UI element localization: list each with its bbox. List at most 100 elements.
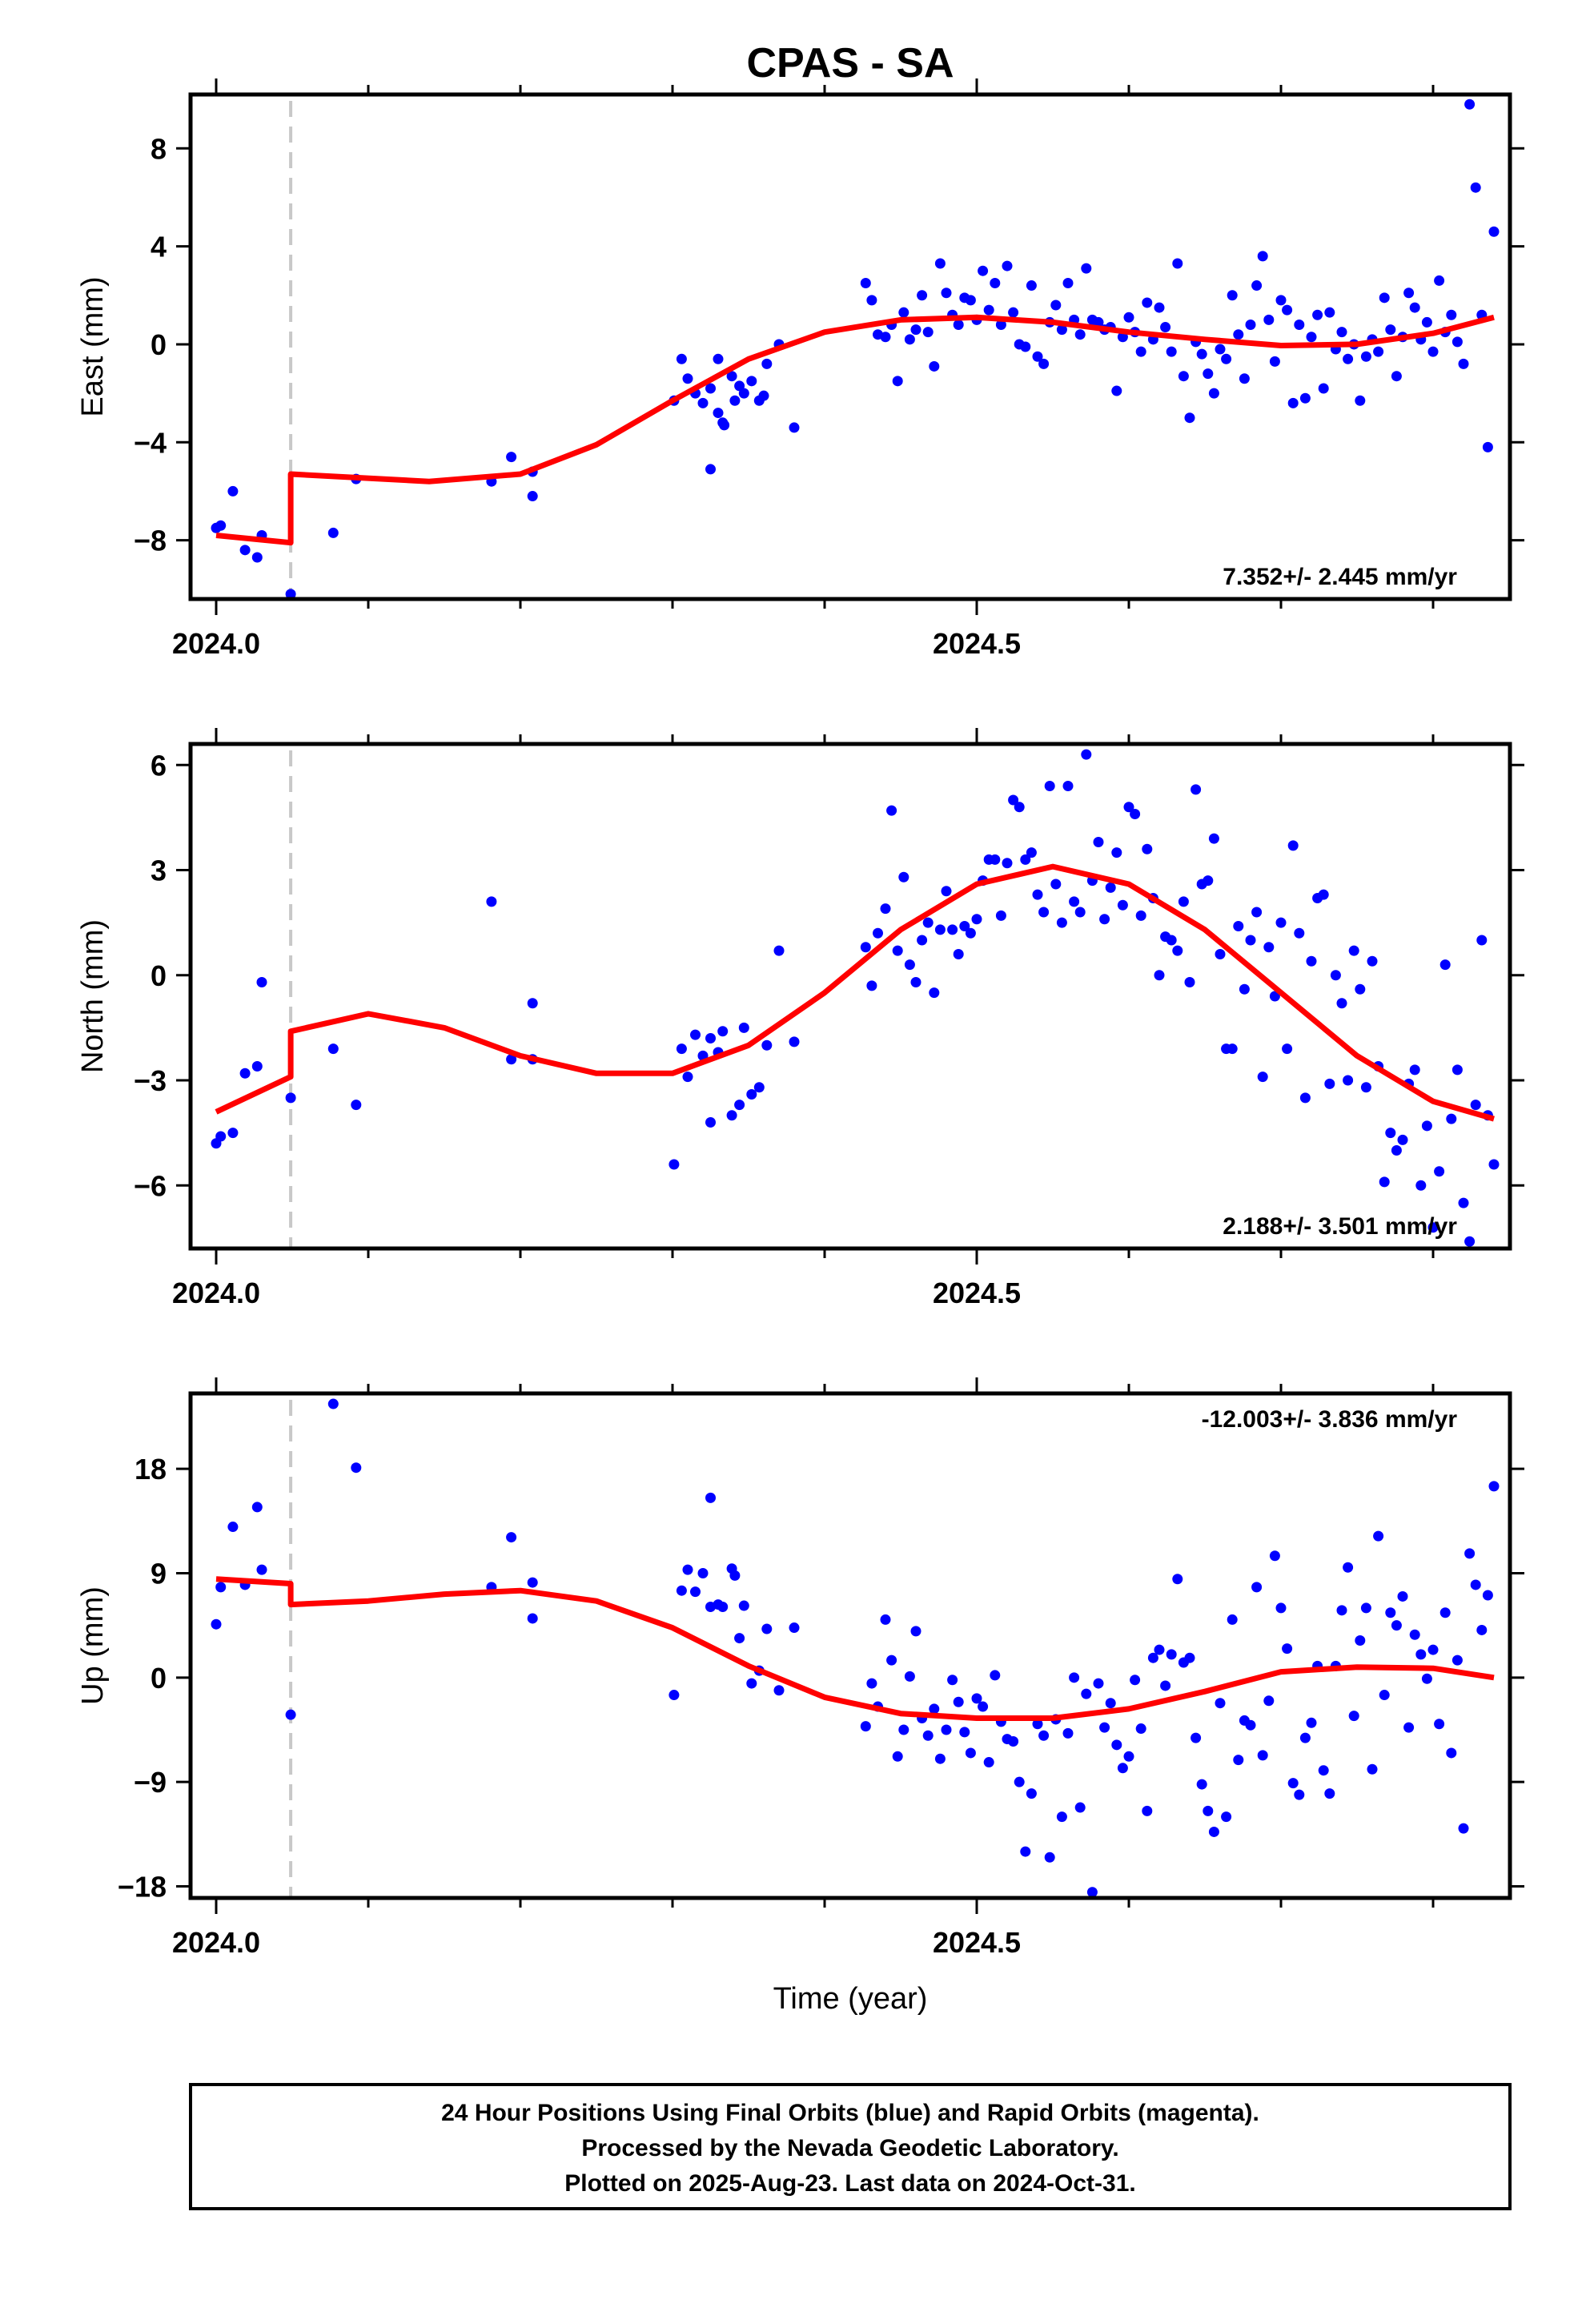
data-point <box>1269 356 1280 367</box>
data-point <box>1203 1805 1214 1816</box>
fit-curve <box>215 863 1495 1122</box>
data-point <box>1409 302 1420 313</box>
data-point <box>1446 309 1457 320</box>
data-point <box>227 1128 239 1139</box>
data-point <box>1215 1698 1226 1709</box>
data-point <box>1287 840 1299 851</box>
data-point <box>1227 290 1238 301</box>
data-point <box>1391 1620 1402 1631</box>
data-point <box>527 1577 538 1588</box>
data-point <box>327 527 339 538</box>
data-point <box>990 1670 1001 1681</box>
data-point <box>506 1532 517 1543</box>
data-point <box>527 491 538 502</box>
data-point <box>1482 441 1493 452</box>
data-point <box>1427 1222 1439 1233</box>
data-point <box>1123 1751 1134 1762</box>
data-point <box>239 1068 251 1079</box>
data-point <box>285 1092 296 1104</box>
data-point <box>1184 412 1195 424</box>
data-point <box>929 1703 940 1715</box>
data-point <box>251 552 263 563</box>
data-point <box>1245 319 1256 330</box>
footer-box: 24 Hour Positions Using Final Orbits (bl… <box>189 2083 1512 2210</box>
data-point <box>1044 1852 1055 1863</box>
data-point <box>898 1724 909 1735</box>
data-point <box>1385 324 1396 336</box>
data-point <box>934 1753 946 1764</box>
y-tick-label: 6 <box>151 749 167 782</box>
data-point <box>892 376 903 387</box>
panel-frame <box>188 742 1512 1251</box>
data-point <box>929 987 940 999</box>
data-point <box>1160 1680 1171 1691</box>
data-point <box>1373 1530 1384 1542</box>
data-point <box>866 980 877 991</box>
data-point <box>1355 1634 1366 1646</box>
data-point <box>1421 1673 1432 1684</box>
data-point <box>1014 1776 1025 1787</box>
data-point <box>1160 322 1171 333</box>
x-tick-label: 2024.0 <box>172 627 260 660</box>
data-point <box>880 903 891 915</box>
data-point <box>1184 977 1195 987</box>
data-point <box>705 1033 716 1043</box>
data-point <box>215 520 227 531</box>
data-point <box>717 1601 729 1612</box>
data-point <box>990 854 1001 865</box>
data-point <box>1391 371 1402 382</box>
data-point <box>1439 1607 1451 1618</box>
data-point <box>761 1623 773 1634</box>
data-point <box>1142 1805 1153 1816</box>
panels: 2024.0 2024.5 −8 −4 0 4 8 East (mm) 7.352+/- 2.4… <box>76 78 1524 1959</box>
data-point <box>1111 385 1122 396</box>
data-point <box>1434 275 1445 286</box>
data-point <box>729 1570 741 1581</box>
data-point <box>1282 304 1293 316</box>
data-point <box>1086 1887 1098 1898</box>
data-point <box>1008 1735 1019 1747</box>
data-point <box>1476 935 1488 946</box>
data-point <box>761 1039 773 1051</box>
data-point <box>1421 1120 1432 1132</box>
data-point <box>705 1492 716 1503</box>
data-point <box>1294 1789 1305 1800</box>
data-point <box>705 1117 716 1128</box>
data-point <box>682 373 693 384</box>
data-point <box>1093 316 1104 328</box>
data-point <box>734 1633 745 1644</box>
data-point <box>959 921 970 931</box>
data-point <box>1324 1788 1335 1799</box>
data-point <box>1208 388 1219 399</box>
y-tick-label: −8 <box>134 525 167 557</box>
data-point <box>1208 833 1219 844</box>
data-point <box>990 277 1001 288</box>
data-point <box>1020 341 1031 352</box>
data-point <box>904 334 915 345</box>
data-point <box>1421 316 1432 328</box>
data-point <box>773 945 785 956</box>
data-point <box>682 1072 693 1083</box>
data-point <box>1081 1688 1092 1699</box>
data-point <box>1105 882 1116 893</box>
data-point <box>953 319 964 330</box>
data-point <box>690 1586 701 1598</box>
data-point <box>719 420 730 431</box>
x-tick-label: 2024.0 <box>172 1277 260 1309</box>
data-point <box>1287 397 1299 408</box>
data-point <box>910 324 921 336</box>
data-point <box>873 927 883 939</box>
data-point <box>886 1655 897 1666</box>
data-point <box>941 287 952 299</box>
y-tick-label: −6 <box>134 1169 167 1202</box>
data-point <box>1306 332 1317 343</box>
data-point <box>1215 949 1226 959</box>
data-point <box>1318 1765 1329 1776</box>
data-point <box>256 1564 267 1575</box>
data-point <box>1099 1722 1110 1733</box>
data-point <box>1227 1043 1238 1055</box>
data-point <box>1221 353 1232 364</box>
data-point <box>995 319 1006 330</box>
data-point <box>904 1671 915 1682</box>
data-point <box>1415 1180 1427 1191</box>
